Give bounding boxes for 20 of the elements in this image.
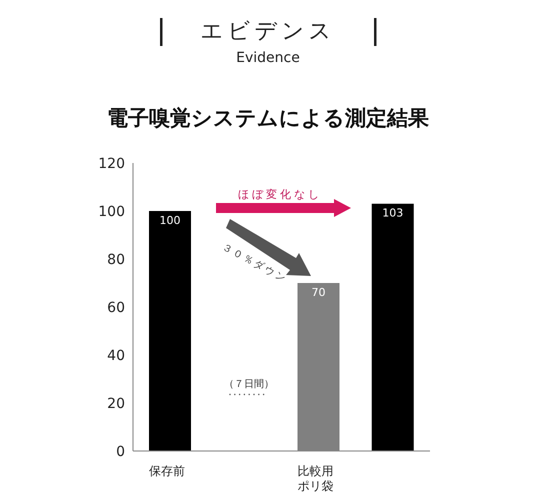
data-label: 100 — [160, 214, 180, 227]
y-tick-label: 60 — [107, 300, 125, 316]
x-tick-label: 保存前 — [149, 464, 186, 478]
y-tick-label: 20 — [107, 396, 125, 412]
y-tick-label: 40 — [107, 348, 125, 364]
chart-subtitle: Evidence — [235, 50, 301, 66]
data-label: 70 — [312, 286, 326, 299]
annotation: （７日間） — [224, 378, 274, 391]
y-tick-label: 80 — [107, 252, 125, 268]
y-tick-label: 0 — [116, 444, 125, 460]
chart-title: エビデンス — [200, 18, 336, 46]
annotation: ３０％ダウン — [219, 240, 290, 286]
data-label: 103 — [382, 206, 404, 220]
bar — [372, 204, 414, 451]
text: 電子嗅覚システムによる測定結果 — [106, 105, 430, 132]
annotation: ほぼ変化なし — [238, 187, 322, 202]
y-tick-label: 100 — [98, 204, 125, 220]
x-tick-label: 比較用ポリ袋 — [298, 464, 334, 493]
bar — [149, 211, 191, 451]
y-tick-label: 120 — [98, 156, 125, 172]
